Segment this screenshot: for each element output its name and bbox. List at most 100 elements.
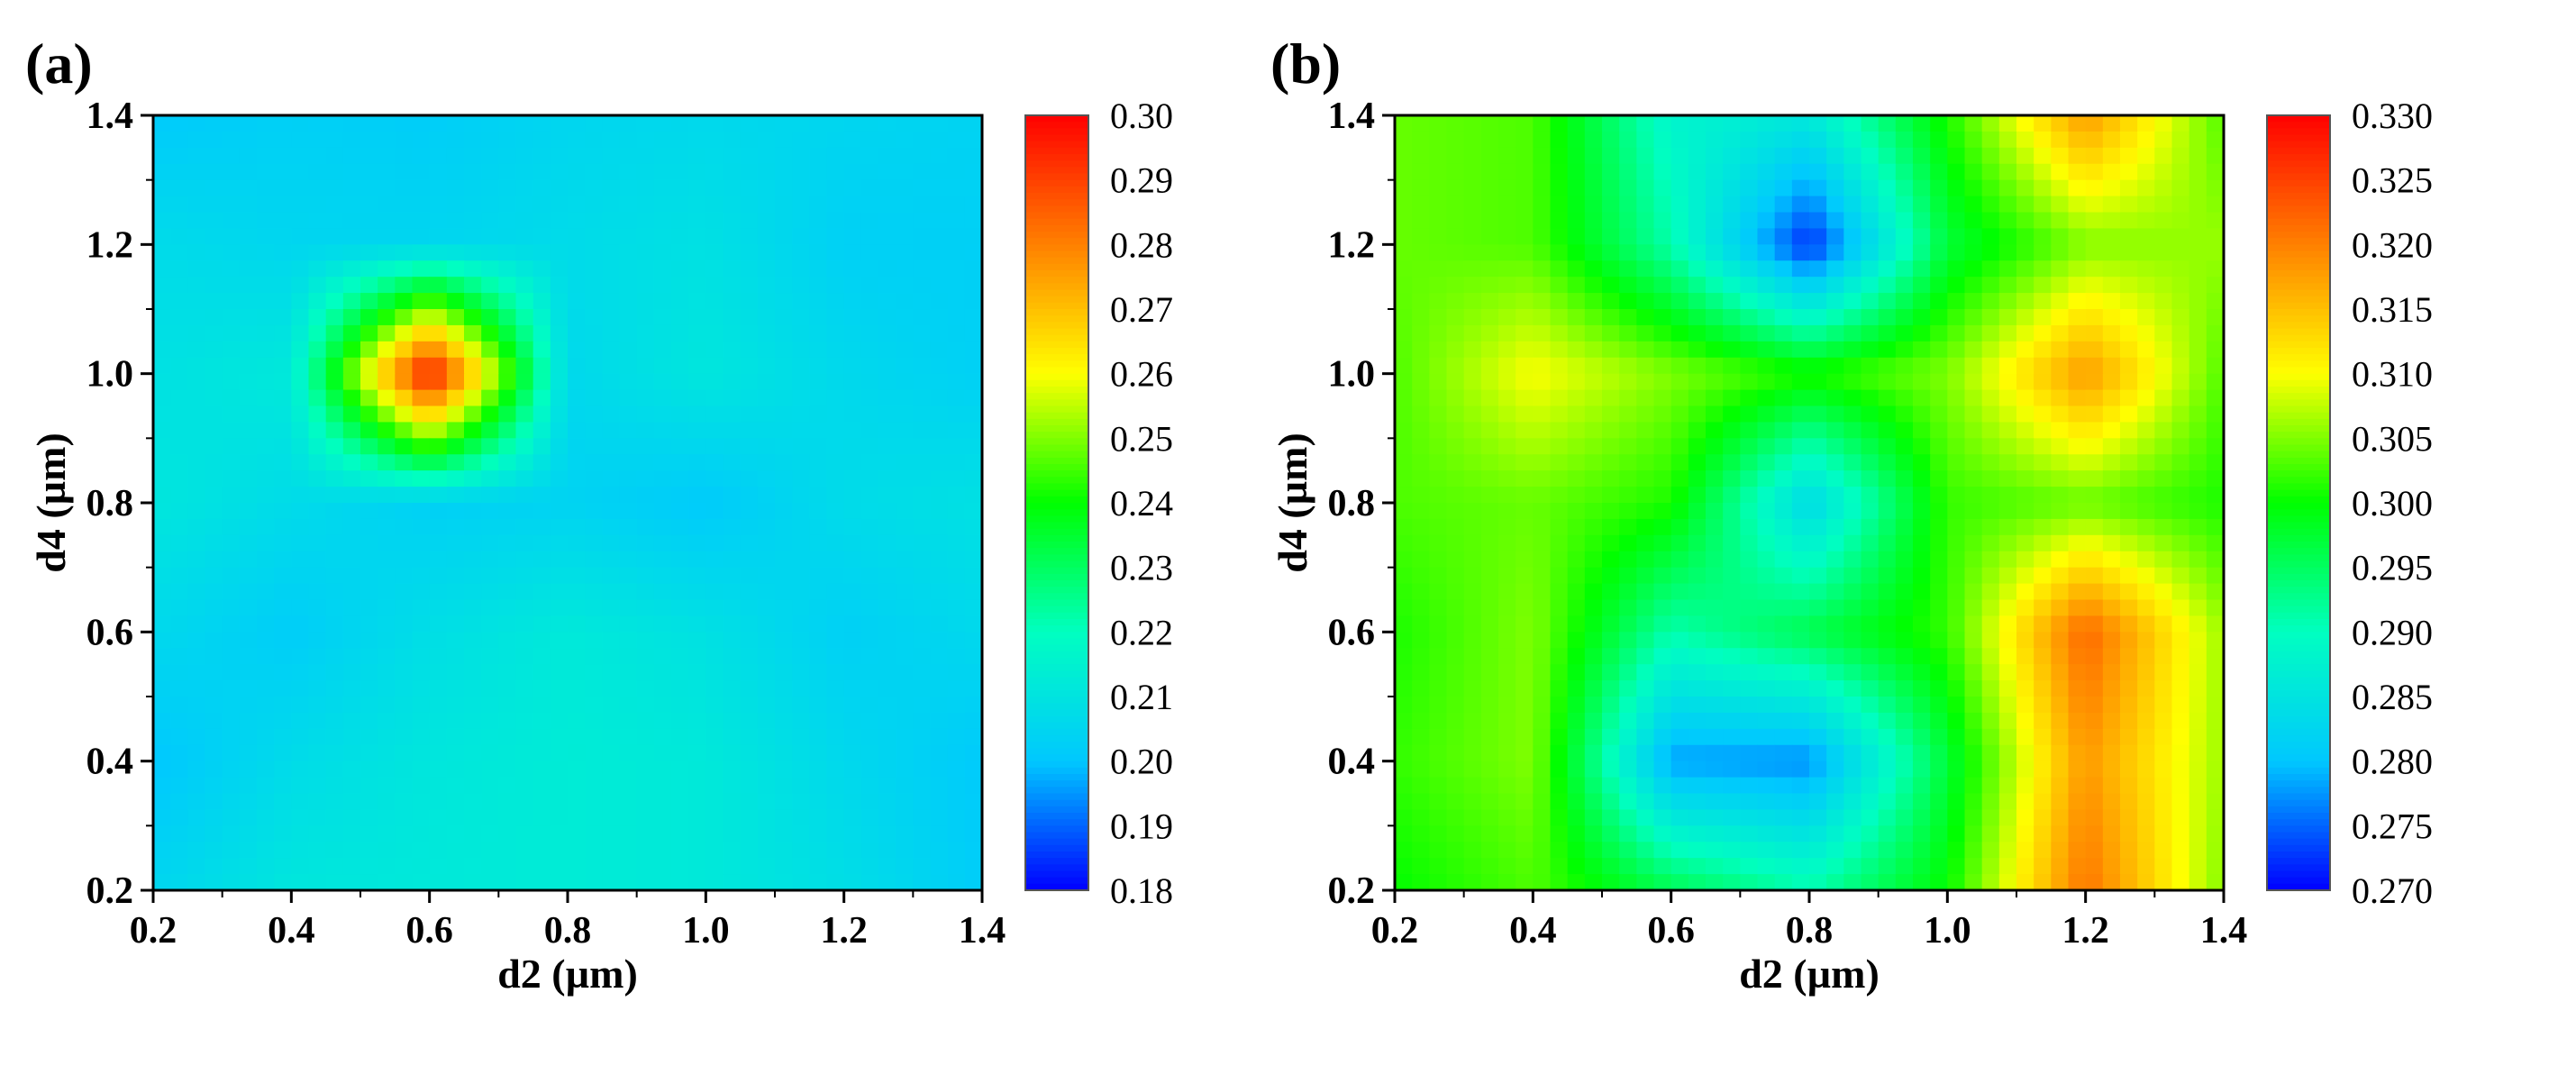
- heatmap-cell: [2137, 422, 2155, 439]
- heatmap-cell: [653, 599, 672, 617]
- heatmap-cell: [325, 454, 344, 471]
- heatmap-cell: [205, 454, 223, 471]
- heatmap-cell: [1998, 212, 2017, 230]
- colorbar-segment: [1025, 503, 1088, 510]
- heatmap-cell: [1740, 324, 1759, 342]
- heatmap-cell: [187, 567, 206, 585]
- heatmap-cell: [930, 567, 949, 585]
- heatmap-cell: [1981, 196, 2000, 214]
- heatmap-cell: [2120, 761, 2138, 779]
- heatmap-cell: [205, 163, 223, 181]
- heatmap-cell: [1567, 293, 1586, 310]
- heatmap-cell: [2051, 422, 2070, 439]
- heatmap-cell: [775, 599, 793, 617]
- heatmap-cell: [1463, 842, 1482, 859]
- heatmap-cell: [2051, 777, 2070, 795]
- colorbar-segment: [2267, 277, 2330, 284]
- heatmap-cell: [498, 728, 517, 746]
- heatmap-cell: [308, 583, 327, 601]
- heatmap-cell: [1947, 551, 1966, 569]
- heatmap-cell: [2206, 793, 2225, 811]
- heatmap-cell: [1809, 632, 1827, 649]
- heatmap-cell: [1826, 293, 1844, 310]
- heatmap-cell: [532, 277, 551, 294]
- heatmap-cell: [257, 277, 275, 294]
- heatmap-cell: [2120, 777, 2138, 795]
- heatmap-cell: [1774, 179, 1793, 197]
- heatmap-cell: [1412, 583, 1430, 601]
- heatmap-cell: [498, 309, 517, 326]
- heatmap-cell: [222, 309, 241, 326]
- heatmap-cell: [913, 744, 932, 762]
- heatmap-cell: [1964, 874, 1983, 891]
- colorbar-segment: [1025, 444, 1088, 452]
- heatmap-cell: [653, 632, 672, 649]
- heatmap-cell: [2154, 163, 2173, 181]
- heatmap-cell: [1947, 454, 1966, 471]
- heatmap-cell: [2189, 179, 2207, 197]
- heatmap-cell: [913, 632, 932, 649]
- colorbar-segment: [1025, 328, 1088, 336]
- heatmap-cell: [2189, 309, 2207, 326]
- heatmap-cell: [1498, 777, 1516, 795]
- heatmap-cell: [1791, 373, 1810, 391]
- heatmap-cell: [1395, 599, 1413, 617]
- heatmap-cell: [1913, 277, 1931, 294]
- heatmap-cell: [688, 277, 706, 294]
- heatmap-cell: [1584, 534, 1603, 552]
- heatmap-cell: [913, 697, 932, 714]
- heatmap-cell: [239, 874, 258, 891]
- heatmap-cell: [1791, 389, 1810, 407]
- heatmap-cell: [671, 454, 689, 471]
- heatmap-cell: [1826, 712, 1844, 730]
- heatmap-cell: [653, 454, 672, 471]
- heatmap-cell: [913, 551, 932, 569]
- heatmap-cell: [930, 712, 949, 730]
- heatmap-cell: [1429, 793, 1448, 811]
- heatmap-cell: [860, 874, 879, 891]
- heatmap-cell: [913, 373, 932, 391]
- heatmap-cell: [360, 680, 378, 697]
- heatmap-cell: [1878, 373, 1897, 391]
- heatmap-cell: [274, 228, 292, 245]
- heatmap-cell: [2051, 277, 2070, 294]
- heatmap-cell: [602, 583, 621, 601]
- heatmap-cell: [1757, 551, 1776, 569]
- colorbar-tick-label: 0.315: [2352, 289, 2433, 330]
- heatmap-cell: [1878, 179, 1897, 197]
- heatmap-cell: [705, 196, 724, 214]
- heatmap-cell: [1463, 454, 1482, 471]
- heatmap-cell: [947, 293, 966, 310]
- heatmap-cell: [1964, 373, 1983, 391]
- heatmap-cell: [2189, 277, 2207, 294]
- heatmap-cell: [947, 809, 966, 826]
- heatmap-cell: [1550, 438, 1569, 455]
- heatmap-cell: [481, 438, 499, 455]
- heatmap-cell: [308, 744, 327, 762]
- heatmap-cell: [619, 341, 638, 359]
- heatmap-cell: [1550, 277, 1569, 294]
- heatmap-cell: [1619, 131, 1637, 149]
- heatmap-cell: [532, 405, 551, 424]
- heatmap-cell: [205, 277, 223, 294]
- heatmap-cell: [2206, 244, 2225, 261]
- heatmap-cell: [1998, 858, 2017, 875]
- heatmap-cell: [1516, 551, 1534, 569]
- heatmap-cell: [378, 470, 396, 487]
- heatmap-cell: [395, 583, 414, 601]
- heatmap-cell: [964, 341, 983, 359]
- heatmap-cell: [653, 842, 672, 859]
- heatmap-cell: [2085, 454, 2104, 471]
- heatmap-cell: [843, 825, 862, 843]
- heatmap-cell: [1706, 842, 1724, 859]
- heatmap-cell: [550, 567, 569, 585]
- colorbar-segment: [2267, 735, 2330, 742]
- heatmap-cell: [1809, 196, 1827, 214]
- heatmap-cell: [757, 680, 776, 697]
- heatmap-cell: [1550, 389, 1569, 407]
- heatmap-cell: [723, 583, 742, 601]
- heatmap-cell: [671, 131, 689, 149]
- colorbar-segment: [1025, 515, 1088, 524]
- heatmap-cell: [1791, 260, 1810, 278]
